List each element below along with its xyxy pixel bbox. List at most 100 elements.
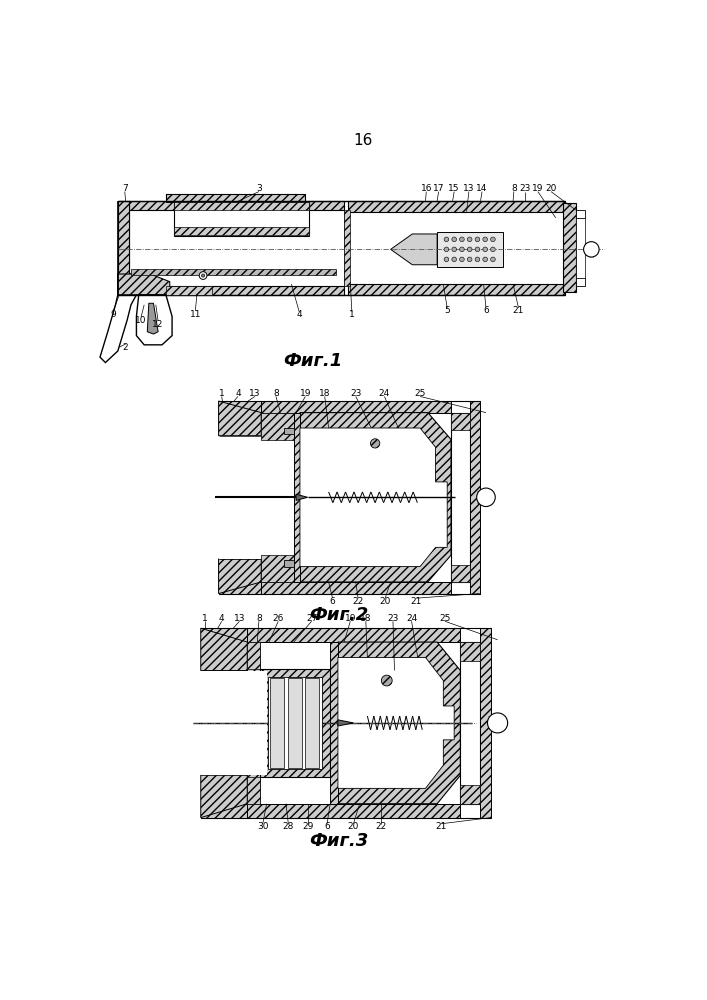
- Text: 1: 1: [218, 389, 225, 398]
- Circle shape: [491, 257, 495, 262]
- Text: 30: 30: [257, 822, 269, 831]
- Bar: [261, 401, 451, 413]
- Bar: [575, 218, 585, 278]
- Bar: [247, 642, 460, 804]
- Bar: [201, 671, 267, 775]
- Bar: [261, 582, 451, 594]
- Text: 28: 28: [283, 822, 294, 831]
- Bar: [270, 678, 284, 768]
- Text: 19: 19: [532, 184, 544, 193]
- Text: 24: 24: [379, 389, 390, 398]
- Bar: [118, 201, 344, 210]
- Text: Фиг.3: Фиг.3: [309, 832, 368, 850]
- Text: 21: 21: [436, 822, 447, 831]
- Bar: [174, 202, 309, 210]
- Circle shape: [452, 237, 457, 242]
- Circle shape: [488, 713, 508, 733]
- Bar: [261, 413, 293, 440]
- Text: 16: 16: [421, 184, 432, 193]
- Bar: [247, 642, 260, 804]
- Bar: [261, 413, 451, 582]
- Text: 10: 10: [135, 316, 147, 325]
- Circle shape: [491, 247, 495, 252]
- Polygon shape: [136, 295, 172, 345]
- Circle shape: [460, 237, 464, 242]
- Text: 14: 14: [477, 184, 488, 193]
- Text: 15: 15: [448, 184, 460, 193]
- Bar: [563, 203, 575, 292]
- Text: 21: 21: [513, 306, 524, 315]
- Bar: [261, 555, 293, 582]
- Circle shape: [475, 247, 480, 252]
- Text: 8: 8: [256, 614, 262, 623]
- Text: 22: 22: [353, 597, 363, 606]
- Bar: [284, 560, 293, 567]
- Bar: [131, 269, 337, 275]
- Polygon shape: [338, 720, 354, 726]
- Text: 16: 16: [353, 133, 373, 148]
- Circle shape: [583, 242, 599, 257]
- Text: 25: 25: [439, 614, 450, 623]
- Polygon shape: [147, 303, 158, 334]
- Bar: [293, 413, 300, 582]
- Polygon shape: [300, 428, 448, 567]
- Circle shape: [467, 237, 472, 242]
- Bar: [174, 202, 309, 235]
- Bar: [451, 413, 470, 430]
- Text: 4: 4: [235, 389, 241, 398]
- Text: 6: 6: [329, 597, 335, 606]
- Text: 22: 22: [375, 822, 387, 831]
- Bar: [218, 582, 261, 594]
- Bar: [166, 194, 305, 202]
- Circle shape: [381, 675, 392, 686]
- Bar: [451, 565, 470, 582]
- Bar: [575, 210, 585, 218]
- Bar: [348, 212, 565, 284]
- Text: 13: 13: [463, 184, 474, 193]
- Circle shape: [477, 488, 495, 507]
- Bar: [201, 671, 247, 775]
- Bar: [201, 804, 247, 818]
- Text: 24: 24: [406, 614, 417, 623]
- Circle shape: [452, 257, 457, 262]
- Circle shape: [452, 247, 457, 252]
- Bar: [305, 678, 320, 768]
- Polygon shape: [218, 401, 261, 436]
- Circle shape: [475, 237, 480, 242]
- Circle shape: [475, 257, 480, 262]
- Text: 29: 29: [302, 822, 313, 831]
- Text: 13: 13: [234, 614, 245, 623]
- Text: 6: 6: [483, 306, 489, 315]
- Text: 17: 17: [433, 184, 445, 193]
- Bar: [480, 628, 491, 818]
- Text: 5: 5: [444, 306, 450, 315]
- Bar: [129, 210, 344, 286]
- Polygon shape: [100, 274, 143, 363]
- Text: 18: 18: [360, 614, 372, 623]
- Text: 11: 11: [189, 310, 201, 319]
- Circle shape: [201, 274, 204, 277]
- Text: Фиг.2: Фиг.2: [309, 606, 368, 624]
- Text: 27: 27: [306, 614, 317, 623]
- Bar: [460, 785, 480, 804]
- Bar: [460, 642, 480, 661]
- Circle shape: [444, 247, 449, 252]
- Bar: [284, 428, 293, 434]
- Circle shape: [483, 257, 488, 262]
- Text: 1: 1: [349, 310, 355, 319]
- Circle shape: [460, 257, 464, 262]
- Text: 20: 20: [348, 822, 359, 831]
- Polygon shape: [338, 642, 460, 804]
- Circle shape: [444, 257, 449, 262]
- Bar: [348, 284, 565, 295]
- Bar: [218, 436, 261, 559]
- Bar: [247, 804, 460, 818]
- Text: 4: 4: [296, 310, 302, 319]
- Circle shape: [199, 272, 207, 279]
- Circle shape: [467, 257, 472, 262]
- Bar: [348, 201, 565, 212]
- Text: 1: 1: [201, 614, 207, 623]
- Polygon shape: [296, 494, 308, 500]
- Text: 3: 3: [256, 184, 262, 193]
- Bar: [451, 413, 470, 582]
